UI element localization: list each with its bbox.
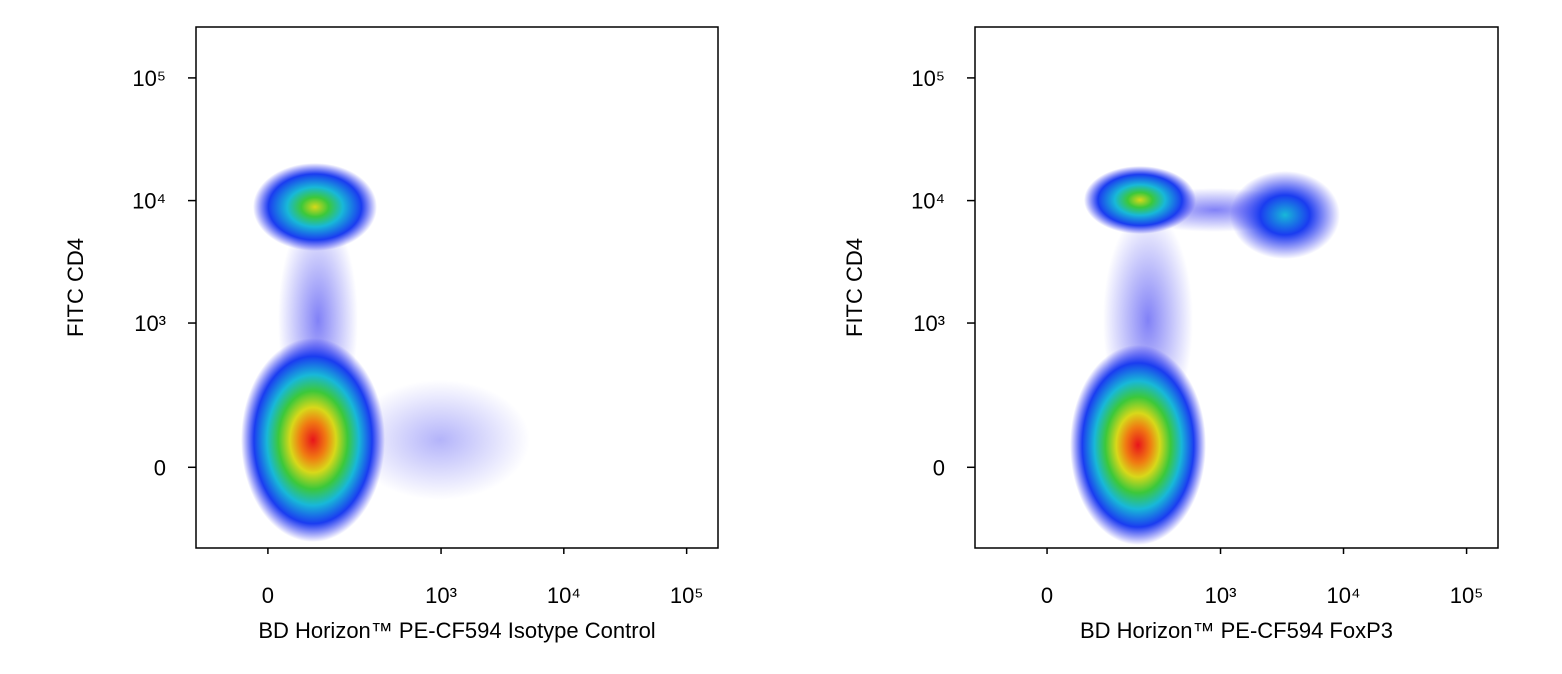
x-axis-label: BD Horizon™ PE-CF594 FoxP3 (1080, 618, 1393, 643)
cloud (1230, 171, 1340, 259)
y-tick-label: 10³ (913, 311, 945, 336)
x-tick-label: 10³ (1205, 583, 1237, 608)
plot-frame (195, 26, 719, 549)
y-tick-label: 0 (154, 455, 166, 480)
y-axis-label: FITC CD4 (842, 238, 867, 337)
x-tick-label: 10⁵ (670, 583, 704, 608)
x-tick-label: 0 (1041, 583, 1053, 608)
y-tick-label: 10⁵ (911, 66, 945, 91)
cloud (253, 163, 377, 251)
y-tick-label: 10⁵ (132, 66, 166, 91)
y-tick-label: 10⁴ (911, 189, 945, 214)
density-right (1070, 166, 1340, 545)
cloud (350, 380, 530, 500)
x-tick-label: 10³ (425, 583, 457, 608)
x-tick-label: 0 (262, 583, 274, 608)
y-tick-label: 10⁴ (132, 189, 166, 214)
density-left (241, 163, 530, 542)
y-tick-label: 0 (933, 455, 945, 480)
cloud (1070, 345, 1206, 545)
x-axis-label: BD Horizon™ PE-CF594 Isotype Control (258, 618, 655, 643)
cloud (1084, 166, 1196, 234)
y-tick-label: 10³ (134, 311, 166, 336)
x-tick-label: 10⁴ (1327, 583, 1361, 608)
cloud (241, 338, 385, 542)
plot-frame (974, 26, 1499, 549)
x-tick-label: 10⁴ (547, 583, 581, 608)
y-axis-label: FITC CD4 (63, 238, 88, 337)
x-tick-label: 10⁵ (1450, 583, 1484, 608)
